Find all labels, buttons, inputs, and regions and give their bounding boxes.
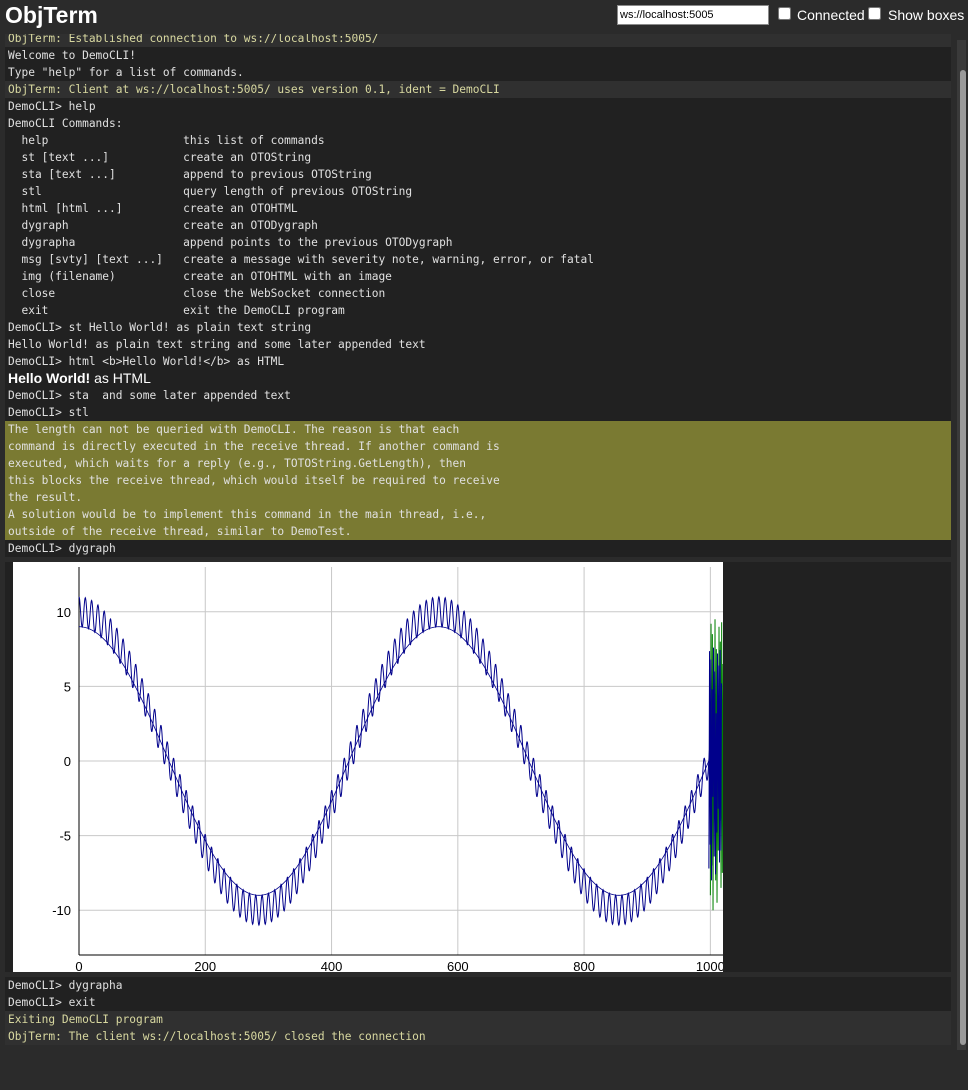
system-line-client-info: ObjTerm: Client at ws://localhost:5005/ … <box>5 81 951 98</box>
show-boxes-checkbox[interactable] <box>868 7 881 20</box>
dygraph-chart-container: 0 200 400 600 800 1000 10 5 0 -5 -10 <box>5 562 951 972</box>
y-tick-label: 0 <box>64 754 71 769</box>
system-line-closed: ObjTerm: The client ws://localhost:5005/… <box>5 1028 951 1045</box>
warning-line: this blocks the receive thread, which wo… <box>8 474 500 487</box>
html-bold-text: Hello World! <box>8 370 91 386</box>
x-tick-label: 800 <box>573 959 595 972</box>
header-bar: ObjTerm Connected Show boxes <box>0 0 968 34</box>
after-chart-block: DemoCLI> dygrapha DemoCLI> exit <box>5 977 951 1011</box>
terminal-line: DemoCLI> sta and some later appended tex… <box>8 389 291 402</box>
html-rest-text: as HTML <box>90 370 151 386</box>
warning-line: A solution would be to implement this co… <box>8 508 487 521</box>
vertical-scrollbar-thumb[interactable] <box>960 70 966 1045</box>
x-tick-label: 1000 <box>696 959 723 972</box>
chart-axes <box>78 567 723 956</box>
terminal-line: html [html ...] create an OTOHTML <box>8 202 298 215</box>
connected-checkbox[interactable] <box>778 7 791 20</box>
terminal-line: help this list of commands <box>8 134 325 147</box>
warning-line: command is directly executed in the rece… <box>8 440 500 453</box>
terminal-line: img (filename) create an OTOHTML with an… <box>8 270 392 283</box>
warning-line: outside of the receive thread, similar t… <box>8 525 352 538</box>
series-line-rippled <box>78 595 711 927</box>
after-html-block: DemoCLI> sta and some later appended tex… <box>5 387 951 421</box>
chart-tick-labels: 0 200 400 600 800 1000 10 5 0 -5 -10 <box>52 605 723 972</box>
warning-message-block: The length can not be queried with DemoC… <box>5 421 951 540</box>
x-tick-label: 400 <box>321 959 343 972</box>
x-tick-label: 0 <box>75 959 82 972</box>
terminal-line: DemoCLI> stl <box>8 406 89 419</box>
terminal-line: DemoCLI> help <box>8 100 96 113</box>
y-tick-label: 10 <box>57 605 71 620</box>
terminal-line: dygraph create an OTODygraph <box>8 219 318 232</box>
welcome-line: Welcome to DemoCLI! <box>8 49 136 62</box>
terminal-line: exit exit the DemoCLI program <box>8 304 345 317</box>
terminal-line: DemoCLI Commands: <box>8 117 123 130</box>
chart-series <box>78 595 723 927</box>
terminal-line: close close the WebSocket connection <box>8 287 386 300</box>
app-title: ObjTerm <box>5 2 98 28</box>
system-line-established: ObjTerm: Established connection to ws://… <box>5 34 951 47</box>
terminal-line: DemoCLI> dygrapha <box>8 979 123 992</box>
terminal-line: sta [text ...] append to previous OTOStr… <box>8 168 372 181</box>
dygraph-chart[interactable]: 0 200 400 600 800 1000 10 5 0 -5 -10 <box>13 562 723 972</box>
terminal-line: dygrapha append points to the previous O… <box>8 236 453 249</box>
x-tick-label: 600 <box>447 959 469 972</box>
y-tick-label: -5 <box>59 829 71 844</box>
terminal-line: st [text ...] create an OTOString <box>8 151 312 164</box>
welcome-block: Welcome to DemoCLI! Type "help" for a li… <box>5 47 951 81</box>
help-block: DemoCLI> help DemoCLI Commands: help this… <box>5 98 951 370</box>
terminal-line: DemoCLI> html <b>Hello World!</b> as HTM… <box>8 355 285 368</box>
system-line-exiting: Exiting DemoCLI program <box>5 1011 951 1028</box>
terminal-line: DemoCLI> st Hello World! as plain text s… <box>8 321 312 334</box>
terminal-output[interactable]: ObjTerm: Established connection to ws://… <box>5 34 951 1048</box>
show-boxes-label: Show boxes <box>888 7 965 23</box>
warning-line: the result. <box>8 491 83 504</box>
terminal-line: stl query length of previous OTOString <box>8 185 413 198</box>
terminal-line: DemoCLI> exit <box>8 996 96 1009</box>
series-appended-blue <box>708 647 722 881</box>
warning-line: executed, which waits for a reply (e.g.,… <box>8 457 467 470</box>
series-line-smooth <box>78 626 711 896</box>
welcome-line: Type "help" for a list of commands. <box>8 66 244 79</box>
chart-grid <box>78 567 723 955</box>
html-output-line: Hello World! as HTML <box>5 370 951 387</box>
y-tick-label: 5 <box>64 679 71 694</box>
connected-label: Connected <box>797 7 865 23</box>
dygraph-command-line: DemoCLI> dygraph <box>5 540 951 557</box>
terminal-line: Hello World! as plain text string and so… <box>8 338 426 351</box>
terminal-line: msg [svty] [text ...] create a message w… <box>8 253 594 266</box>
y-tick-label: -10 <box>52 903 71 918</box>
warning-line: The length can not be queried with DemoC… <box>8 423 460 436</box>
websocket-url-input[interactable] <box>617 5 769 25</box>
x-tick-label: 200 <box>194 959 216 972</box>
